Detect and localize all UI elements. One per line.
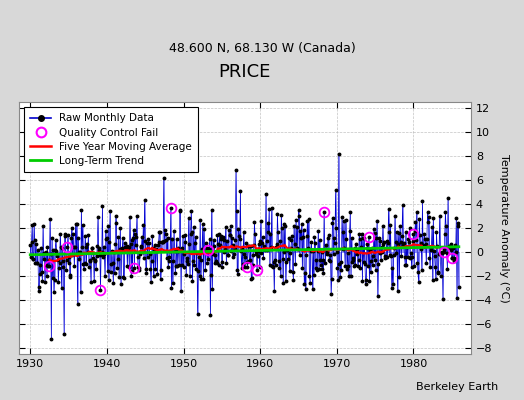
Y-axis label: Temperature Anomaly (°C): Temperature Anomaly (°C) (499, 154, 509, 302)
Text: 48.600 N, 68.130 W (Canada): 48.600 N, 68.130 W (Canada) (169, 42, 355, 55)
Text: Berkeley Earth: Berkeley Earth (416, 382, 498, 392)
Title: PRICE: PRICE (219, 63, 271, 81)
Legend: Raw Monthly Data, Quality Control Fail, Five Year Moving Average, Long-Term Tren: Raw Monthly Data, Quality Control Fail, … (24, 107, 199, 172)
